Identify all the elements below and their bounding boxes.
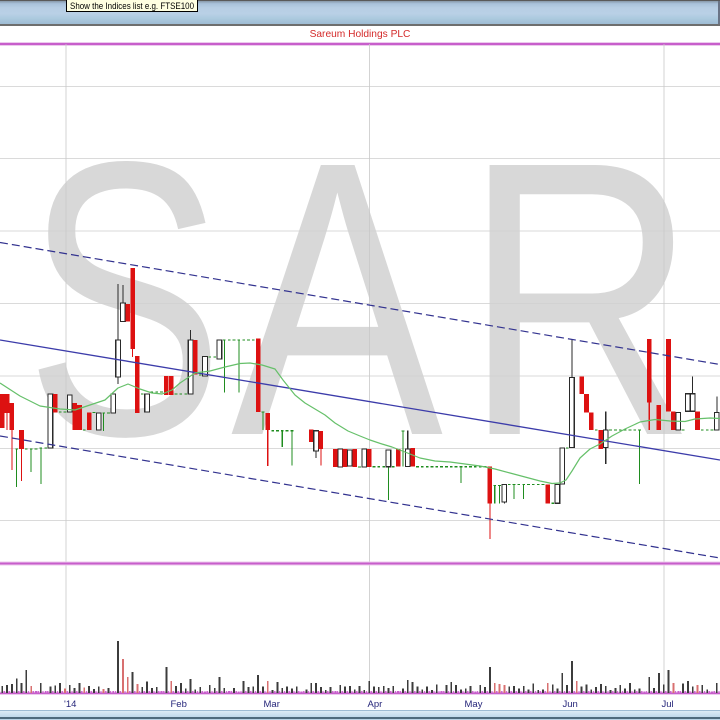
svg-text:S: S [25, 80, 224, 517]
svg-text:May: May [465, 699, 483, 710]
svg-text:R: R [463, 80, 697, 517]
svg-text:'14: '14 [64, 699, 76, 710]
svg-text:Jul: Jul [662, 699, 674, 710]
svg-text:Feb: Feb [171, 699, 187, 710]
svg-text:Mar: Mar [264, 699, 280, 710]
svg-text:Apr: Apr [368, 699, 383, 710]
svg-text:A: A [231, 80, 445, 517]
svg-text:Jun: Jun [563, 699, 578, 710]
